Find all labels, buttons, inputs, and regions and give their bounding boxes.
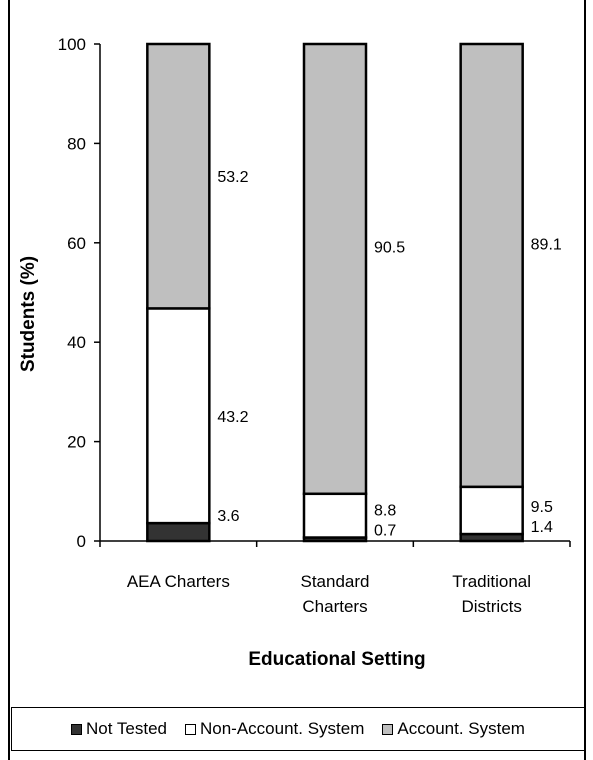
y-tick-label-1: 20	[67, 433, 86, 452]
legend-item-3: Account. System	[382, 719, 525, 739]
data-label-1-series-2: 43.2	[217, 409, 248, 426]
y-tick-label-4: 80	[67, 134, 86, 153]
legend-label-2: Non-Account. System	[200, 719, 364, 739]
data-label-1-series-1: 3.6	[217, 508, 239, 525]
category-label-2-line-2: Charters	[302, 597, 367, 616]
data-label-3-series-3: 89.1	[531, 236, 562, 253]
y-axis-title: Students (%)	[18, 256, 39, 372]
bar-1-series-2	[147, 308, 209, 523]
category-label-3-line-1: Traditional	[452, 572, 531, 591]
bar-3-series-3	[461, 44, 523, 487]
data-label-1-series-3: 53.2	[217, 169, 248, 186]
legend-swatch-2	[185, 724, 196, 735]
legend-item-2: Non-Account. System	[185, 719, 364, 739]
data-label-3-series-2: 9.5	[531, 499, 553, 516]
category-label-2-line-1: Standard	[301, 572, 370, 591]
bars-layer	[147, 44, 522, 541]
y-tick-label-0: 0	[77, 532, 86, 551]
frame-border-right	[584, 0, 586, 760]
category-label-3-line-2: Districts	[461, 597, 521, 616]
bar-3-series-2	[461, 487, 523, 534]
data-label-2-series-1: 0.7	[374, 523, 396, 540]
bar-1-series-3	[147, 44, 209, 308]
bar-2-series-2	[304, 494, 366, 538]
category-label-1-line-1: AEA Charters	[127, 572, 230, 591]
y-tick-label-5: 100	[58, 35, 86, 54]
y-tick-label-3: 60	[67, 234, 86, 253]
bar-1-series-1	[147, 523, 209, 541]
data-label-2-series-3: 90.5	[374, 239, 405, 256]
legend-item-1: Not Tested	[71, 719, 167, 739]
legend-label-1: Not Tested	[86, 719, 167, 739]
y-tick-label-2: 40	[67, 333, 86, 352]
legend-swatch-1	[71, 724, 82, 735]
data-label-2-series-2: 8.8	[374, 503, 396, 520]
chart: 0 20 40 60 80 100 3.6 43.2 53.2 0.7 8.8 90.5 1.4 9.5…	[0, 0, 593, 705]
x-axis-title: Educational Setting	[248, 649, 425, 670]
frame-border-left	[8, 0, 10, 760]
legend-label-3: Account. System	[397, 719, 525, 739]
bar-2-series-3	[304, 44, 366, 494]
data-label-3-series-1: 1.4	[531, 519, 553, 536]
legend: Not Tested Non-Account. System Account. Sy…	[11, 707, 585, 751]
legend-swatch-3	[382, 724, 393, 735]
